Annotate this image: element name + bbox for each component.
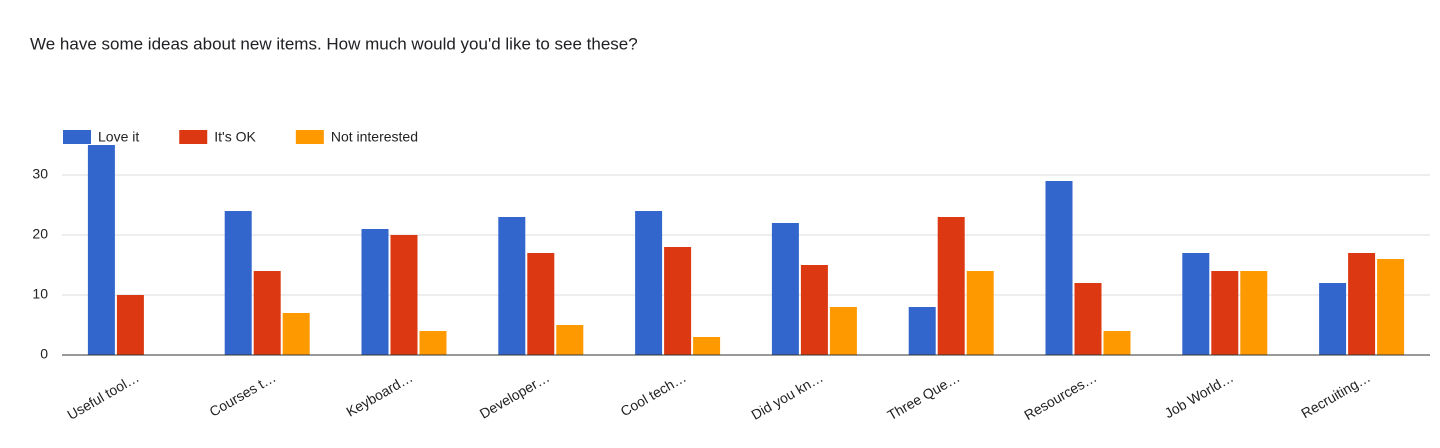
bar <box>419 331 447 355</box>
bar <box>116 295 144 355</box>
legend-label: Not interested <box>331 129 418 145</box>
bar <box>829 307 857 355</box>
x-tick-label: Cool tech… <box>618 369 689 419</box>
y-tick-label: 30 <box>32 166 48 182</box>
x-tick-label: Resources… <box>1021 369 1099 423</box>
legend-swatch <box>179 130 208 144</box>
bar <box>937 217 965 355</box>
x-tick-label: Useful tool… <box>64 369 141 423</box>
bar <box>87 145 115 355</box>
bar <box>1319 283 1347 355</box>
legend-label: Love it <box>98 129 139 145</box>
bar <box>664 247 692 355</box>
bar <box>282 313 310 355</box>
bar <box>1377 259 1405 355</box>
legend-swatch <box>295 130 324 144</box>
bar <box>527 253 555 355</box>
bar <box>1348 253 1376 355</box>
legend-label: It's OK <box>214 129 256 145</box>
bar <box>635 211 663 355</box>
bar <box>1240 271 1268 355</box>
bar <box>556 325 584 355</box>
x-tick-label: Job World… <box>1162 369 1236 421</box>
x-tick-label: Keyboard… <box>343 369 415 420</box>
bar <box>224 211 252 355</box>
bar <box>966 271 994 355</box>
x-tick-label: Developer… <box>477 369 552 422</box>
bar <box>361 229 389 355</box>
x-tick-label: Three Que… <box>884 369 962 423</box>
bar <box>498 217 526 355</box>
bar <box>1103 331 1131 355</box>
x-tick-label: Did you kn… <box>748 369 825 423</box>
bar <box>908 307 936 355</box>
bar <box>693 337 721 355</box>
x-tick-label: Recruiting… <box>1298 369 1373 421</box>
bar <box>253 271 281 355</box>
bar <box>1045 181 1073 355</box>
chart-title: We have some ideas about new items. How … <box>30 34 638 53</box>
y-tick-label: 0 <box>40 346 48 362</box>
bar <box>1211 271 1239 355</box>
bar <box>800 265 828 355</box>
bar <box>390 235 418 355</box>
bar <box>1074 283 1102 355</box>
bar <box>1182 253 1210 355</box>
x-tick-label: Courses t… <box>207 369 279 420</box>
y-tick-label: 20 <box>32 226 48 242</box>
legend-swatch <box>63 130 91 144</box>
y-tick-label: 10 <box>32 286 48 302</box>
bar <box>771 223 799 355</box>
